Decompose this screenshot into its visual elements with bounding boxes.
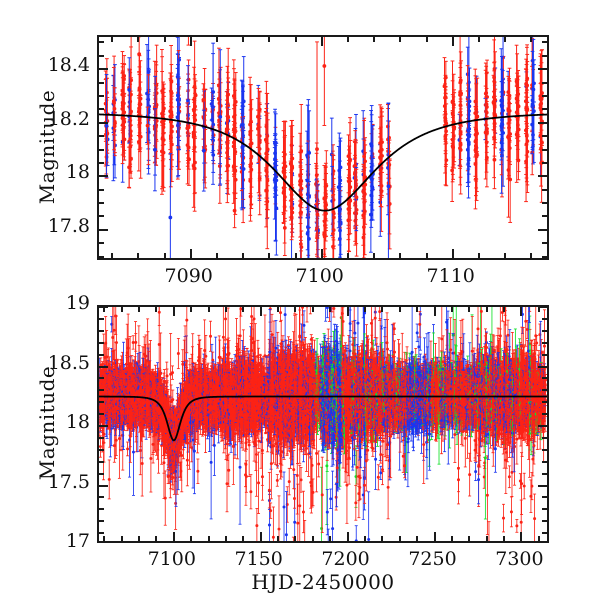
top-x-minor-tick (504, 253, 506, 258)
top-y-minor-tick (542, 242, 547, 244)
top-y-minor-tick (99, 41, 104, 43)
top-x-minor-tick (242, 253, 244, 258)
model-curve (99, 114, 547, 210)
top-y-minor-tick (542, 202, 547, 204)
top-x-minor-tick (399, 37, 401, 42)
top-x-major-tick (321, 249, 323, 258)
top-x-minor-tick (373, 37, 375, 42)
top-y-major-tick (99, 175, 108, 177)
top-x-minor-tick (295, 253, 297, 258)
data-point (249, 475, 252, 509)
data-point (226, 456, 229, 512)
top-y-minor-tick (99, 108, 104, 110)
top-y-major-tick (538, 229, 547, 231)
top-y-minor-tick (99, 215, 104, 217)
top-y-minor-tick (542, 189, 547, 191)
data-point (108, 460, 111, 499)
top-x-tick-label: 7090 (149, 267, 229, 286)
top-x-minor-tick (530, 253, 532, 258)
top-y-major-tick (99, 229, 108, 231)
top-x-minor-tick (426, 253, 428, 258)
top-x-minor-tick (268, 253, 270, 258)
top-y-minor-tick (542, 256, 547, 258)
top-x-minor-tick (111, 253, 113, 258)
top-y-minor-tick (99, 202, 104, 204)
figure-canvas: 17.81818.218.4 709071007110 Magnitude 17… (0, 0, 600, 600)
top-x-minor-tick (426, 37, 428, 42)
top-y-major-tick (99, 68, 108, 70)
data-point (196, 459, 199, 484)
top-x-major-tick (190, 37, 192, 46)
top-x-minor-tick (111, 37, 113, 42)
top-x-major-tick (190, 249, 192, 258)
top-y-tick-label: 18.4 (48, 56, 90, 75)
top-x-minor-tick (216, 253, 218, 258)
top-x-minor-tick (216, 37, 218, 42)
top-y-tick-label: 17.8 (48, 217, 90, 236)
top-x-tick-label: 7110 (411, 267, 491, 286)
bottom-panel-plot-area (97, 305, 549, 543)
data-point (177, 338, 180, 368)
data-point (134, 334, 137, 352)
top-x-minor-tick (478, 253, 480, 258)
data-point (171, 366, 174, 379)
data-point (322, 37, 326, 125)
top-x-tick-label: 7100 (280, 267, 360, 286)
top-y-minor-tick (99, 189, 104, 191)
top-y-minor-tick (99, 149, 104, 151)
top-y-minor-tick (542, 95, 547, 97)
top-y-minor-tick (542, 149, 547, 151)
top-x-minor-tick (268, 37, 270, 42)
top-panel-y-axis-title: Magnitude (35, 87, 59, 207)
top-x-minor-tick (137, 253, 139, 258)
top-x-minor-tick (504, 37, 506, 42)
top-y-minor-tick (99, 55, 104, 57)
top-y-minor-tick (542, 55, 547, 57)
top-y-minor-tick (99, 242, 104, 244)
top-x-minor-tick (137, 37, 139, 42)
top-y-major-tick (538, 68, 547, 70)
top-y-minor-tick (542, 82, 547, 84)
top-x-minor-tick (295, 37, 297, 42)
top-y-minor-tick (99, 162, 104, 164)
top-y-minor-tick (99, 135, 104, 137)
top-y-minor-tick (99, 95, 104, 97)
top-x-minor-tick (399, 253, 401, 258)
top-x-minor-tick (164, 37, 166, 42)
data-point (132, 336, 135, 349)
top-y-major-tick (538, 175, 547, 177)
top-x-major-tick (321, 37, 323, 46)
top-y-minor-tick (542, 41, 547, 43)
top-x-minor-tick (347, 253, 349, 258)
top-x-minor-tick (530, 37, 532, 42)
top-y-tick-label: 18 (66, 163, 90, 182)
top-y-minor-tick (542, 162, 547, 164)
top-y-minor-tick (99, 256, 104, 258)
top-panel-data-layer (99, 37, 547, 258)
top-x-minor-tick (347, 37, 349, 42)
top-y-minor-tick (542, 135, 547, 137)
top-x-major-tick (452, 37, 454, 46)
top-x-minor-tick (373, 253, 375, 258)
top-y-major-tick (99, 122, 108, 124)
top-y-major-tick (538, 122, 547, 124)
data-point (126, 442, 129, 456)
top-y-minor-tick (542, 108, 547, 110)
top-y-minor-tick (542, 215, 547, 217)
top-panel-plot-area (97, 35, 549, 260)
top-x-minor-tick (242, 37, 244, 42)
top-y-minor-tick (99, 82, 104, 84)
top-x-minor-tick (478, 37, 480, 42)
data-point (185, 307, 188, 353)
top-x-minor-tick (164, 253, 166, 258)
top-x-major-tick (452, 249, 454, 258)
bottom-panel-data-layer (99, 307, 547, 541)
